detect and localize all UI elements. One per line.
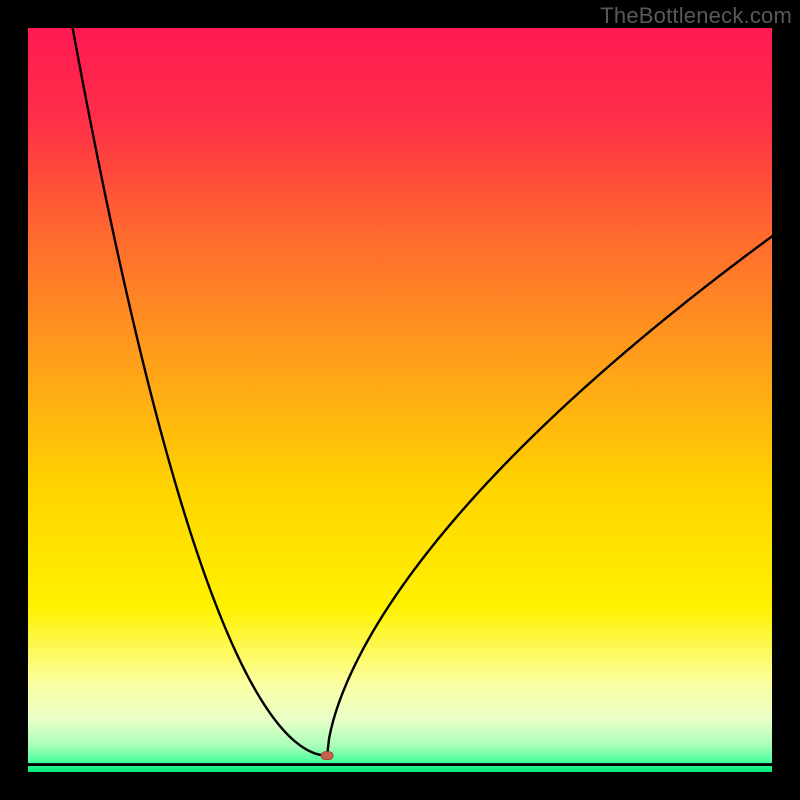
min-marker [321, 752, 333, 760]
watermark: TheBottleneck.com [600, 3, 792, 29]
plot-background [28, 28, 772, 772]
chart-container [0, 0, 800, 800]
chart-svg [0, 0, 800, 800]
